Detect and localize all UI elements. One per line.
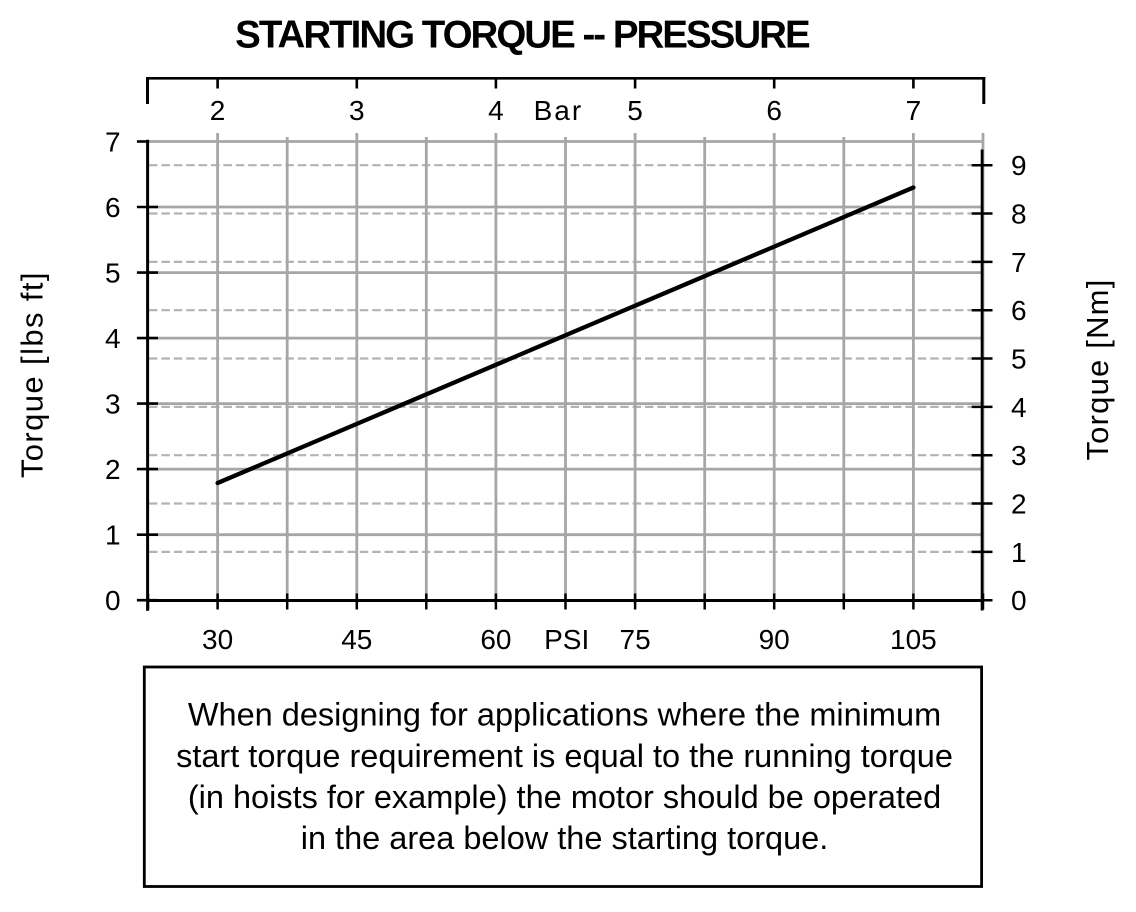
svg-text:2: 2 (105, 454, 121, 485)
svg-text:3: 3 (105, 389, 121, 420)
svg-text:7: 7 (105, 126, 121, 157)
svg-text:Torque [lbs ft]: Torque [lbs ft] (14, 271, 49, 478)
svg-text:6: 6 (1011, 295, 1027, 326)
svg-text:75: 75 (620, 624, 651, 655)
svg-text:3: 3 (1011, 440, 1027, 471)
svg-text:2: 2 (210, 95, 226, 126)
svg-text:0: 0 (1011, 585, 1027, 616)
svg-text:(in hoists for example) the mo: (in hoists for example) the motor should… (188, 779, 941, 815)
svg-text:start torque requirement is eq: start torque requirement is equal to the… (176, 738, 953, 774)
svg-text:1: 1 (1011, 537, 1027, 568)
svg-text:2: 2 (1011, 488, 1027, 519)
svg-text:6: 6 (766, 95, 782, 126)
svg-text:7: 7 (906, 95, 922, 126)
svg-text:4: 4 (488, 95, 504, 126)
svg-text:5: 5 (105, 258, 121, 289)
svg-text:3: 3 (349, 95, 365, 126)
svg-text:0: 0 (105, 585, 121, 616)
svg-text:PSI: PSI (544, 624, 589, 655)
svg-text:7: 7 (1011, 247, 1027, 278)
svg-text:105: 105 (890, 624, 937, 655)
svg-text:5: 5 (1011, 343, 1027, 374)
svg-text:4: 4 (1011, 392, 1027, 423)
svg-text:STARTING TORQUE -- PRESSURE: STARTING TORQUE -- PRESSURE (235, 13, 810, 56)
svg-text:9: 9 (1011, 150, 1027, 181)
svg-text:90: 90 (759, 624, 790, 655)
svg-text:Bar: Bar (534, 95, 584, 126)
svg-text:Torque [Nm]: Torque [Nm] (1080, 278, 1115, 460)
svg-text:5: 5 (627, 95, 643, 126)
svg-text:30: 30 (202, 624, 233, 655)
svg-text:60: 60 (480, 624, 511, 655)
svg-text:When designing for application: When designing for applications where th… (188, 697, 941, 733)
svg-text:45: 45 (341, 624, 372, 655)
svg-text:4: 4 (105, 323, 121, 354)
svg-text:6: 6 (105, 192, 121, 223)
svg-text:1: 1 (105, 520, 121, 551)
svg-text:8: 8 (1011, 198, 1027, 229)
svg-text:in the area below the starting: in the area below the starting torque. (301, 820, 829, 856)
